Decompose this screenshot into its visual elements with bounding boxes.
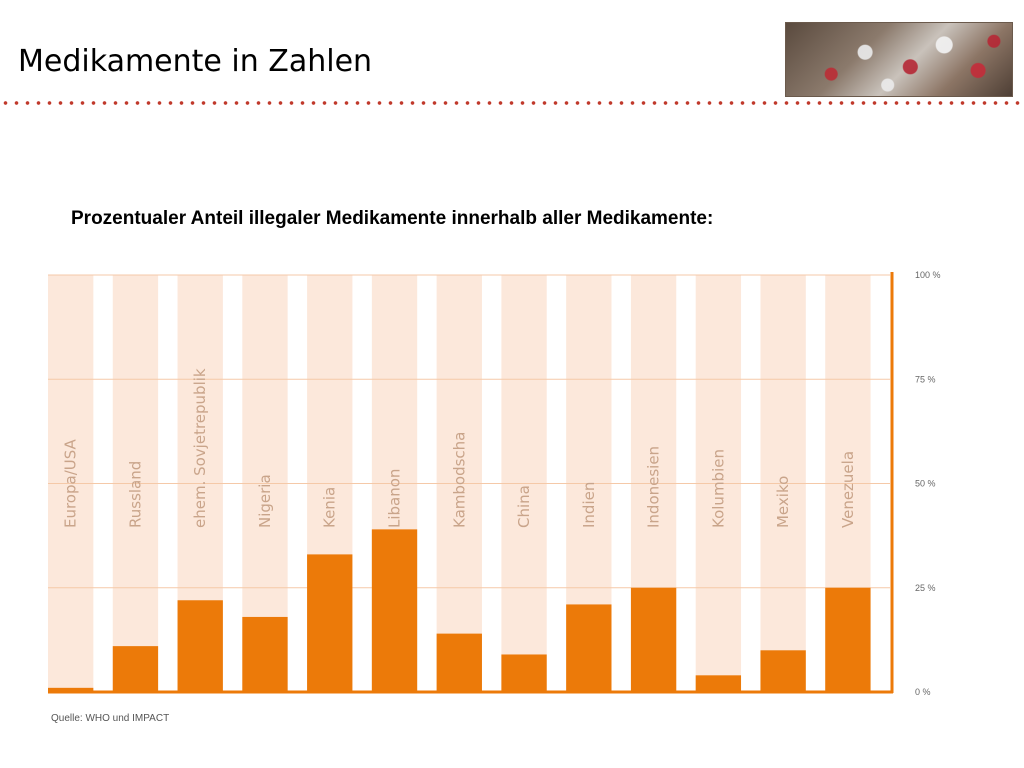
- chart-heading: Prozentualer Anteil illegaler Medikament…: [71, 208, 714, 229]
- category-label: China: [515, 485, 533, 528]
- bar: [630, 587, 677, 692]
- bar: [177, 600, 223, 692]
- bar: [307, 554, 353, 692]
- bar: [242, 616, 288, 692]
- bar: [112, 646, 159, 692]
- y-tick-label: 50 %: [915, 479, 936, 489]
- y-tick-label: 100 %: [915, 270, 941, 280]
- y-tick-label: 75 %: [915, 374, 936, 384]
- y-tick-label: 25 %: [915, 583, 936, 593]
- y-tick-label: 0 %: [915, 687, 931, 697]
- category-label: Mexiko: [774, 476, 792, 528]
- bar: [760, 650, 806, 692]
- dotted-divider: [0, 100, 1024, 106]
- bar: [371, 529, 418, 692]
- category-label: ehem. Sovjetrepublik: [191, 368, 209, 528]
- category-label: Indonesien: [645, 446, 663, 528]
- bar: [436, 633, 482, 692]
- category-label: Libanon: [386, 469, 404, 528]
- category-label: Europa/USA: [62, 438, 80, 528]
- category-label: Kolumbien: [709, 449, 727, 528]
- source-note: Quelle: WHO und IMPACT: [51, 713, 170, 724]
- category-label: Indien: [580, 482, 598, 528]
- bar-chart: 0 % 25 % 50 % 75 % 100 % Europa/USA Russland eh…: [48, 270, 941, 697]
- category-label: Kenia: [321, 487, 339, 528]
- bar: [48, 687, 94, 692]
- bar: [825, 587, 871, 692]
- category-label: Kambodscha: [450, 432, 468, 528]
- bar: [695, 675, 742, 692]
- slide-title: Medikamente in Zahlen: [18, 44, 373, 79]
- bar: [566, 604, 612, 692]
- pills-photo: [785, 22, 1013, 97]
- category-label: Russland: [126, 461, 144, 528]
- category-label: Nigeria: [256, 474, 274, 528]
- category-label: Venezuela: [839, 451, 857, 528]
- bar: [501, 654, 547, 692]
